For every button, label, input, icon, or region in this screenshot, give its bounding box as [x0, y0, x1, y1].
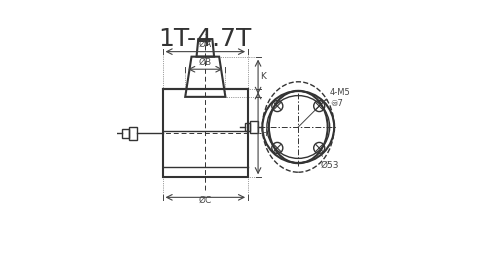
Text: 1T-4.7T: 1T-4.7T: [158, 26, 252, 51]
Text: ØB: ØB: [199, 58, 212, 67]
Text: ØC: ØC: [199, 196, 212, 205]
Bar: [129, 127, 138, 139]
Bar: [122, 129, 129, 138]
Bar: [163, 89, 248, 177]
Text: Ø53: Ø53: [320, 153, 339, 170]
Text: H: H: [260, 129, 267, 138]
Bar: [245, 123, 250, 131]
Text: 4-M5
♾7: 4-M5 ♾7: [325, 88, 351, 107]
Bar: [250, 121, 258, 133]
Text: K: K: [260, 72, 266, 81]
Text: ØA: ØA: [199, 40, 212, 49]
